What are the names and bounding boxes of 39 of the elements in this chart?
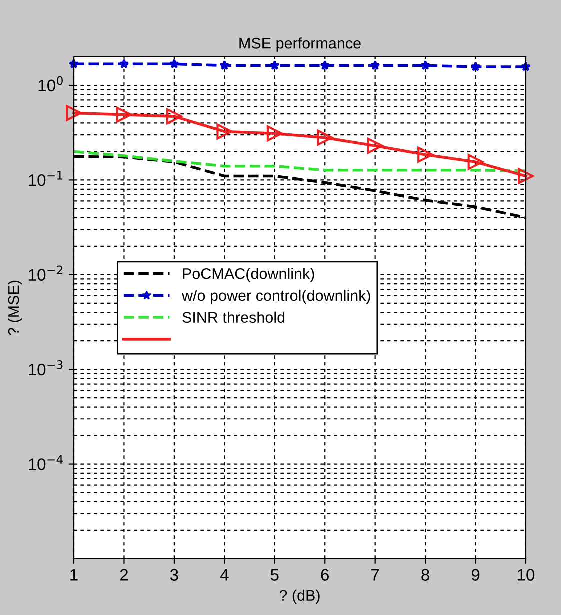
x-axis-title: ? (dB) [280,590,320,604]
point [169,58,180,69]
point [468,154,484,170]
point [266,126,283,142]
point [418,146,434,163]
point [518,168,534,184]
x-tick-label: 5 [270,569,279,581]
x-tick-label: 3 [170,569,178,581]
x-tick-label: 9 [472,569,480,581]
point [320,60,330,70]
legend-label: w/o power control(downlink) [182,290,370,304]
point [420,60,431,70]
y-tick-label: 10$^{−2}$ [29,266,63,281]
point [66,105,82,122]
y-tick-label: 10$^{−1}$ [29,171,63,186]
x-tick-label: 8 [422,569,430,581]
x-tick-label: 6 [321,569,330,581]
x-tick-label: 7 [372,569,380,581]
x-tick-label: 1 [70,569,78,581]
point [119,58,130,69]
point [317,130,334,146]
x-tick-label: 10 [518,569,535,581]
point [216,124,233,140]
point [470,62,481,72]
x-tick-label: 4 [220,569,229,581]
y-tick-label: 10$^{0}$ [38,76,63,92]
point [270,60,280,70]
legend-label: PoCMAC(downlink) [183,268,314,282]
point [367,138,384,154]
legend-label: SINR threshold [182,312,285,324]
point [220,60,230,70]
y-tick-label: 10$^{−3}$ [29,360,63,376]
point [166,108,182,125]
y-axis-title: ? (MSE) [8,280,22,336]
point [116,106,132,123]
x-tick-label: 2 [120,569,128,581]
y-tick-label: 10$^{−4}$ [29,455,64,470]
chart-title: MSE performance [240,38,361,52]
point [370,60,380,70]
